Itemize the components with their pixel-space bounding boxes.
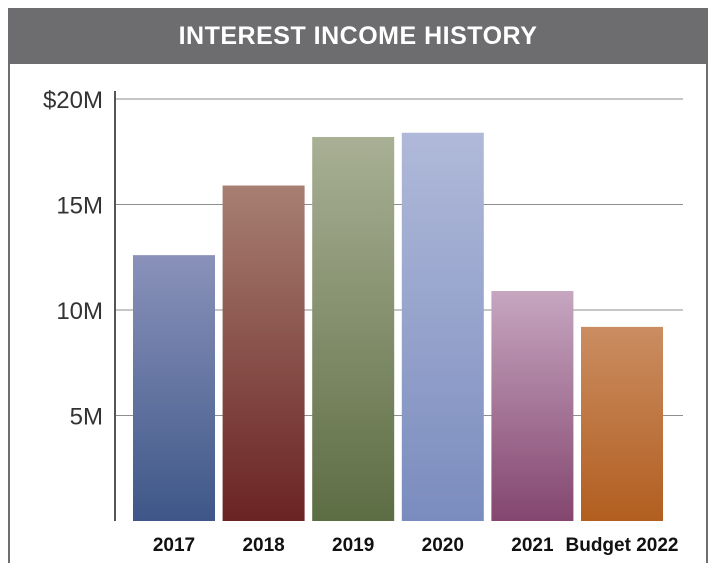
x-tick-label: 2018 [242, 535, 284, 556]
bar-2017 [133, 255, 215, 521]
bar-2018 [222, 185, 305, 521]
y-tick-label: 15M [56, 193, 103, 220]
bar-2021 [491, 291, 574, 521]
x-tick-label: Budget 2022 [566, 535, 679, 556]
y-tick-label: 5M [70, 404, 103, 431]
chart-header: INTEREST INCOME HISTORY [8, 8, 708, 64]
x-tick-label: 2019 [332, 535, 374, 556]
chart-title: INTEREST INCOME HISTORY [178, 21, 538, 50]
bars [133, 132, 663, 522]
y-tick-label: 10M [56, 298, 103, 325]
x-tick-labels: 2017 2018 2019 2020 2021 Budget 2022 [153, 535, 679, 556]
bar-2020 [401, 132, 484, 521]
y-tick-label: $20M [43, 87, 103, 114]
y-tick-labels: 5M 10M 15M $20M [43, 87, 103, 431]
bar-budget-2022 [581, 326, 663, 521]
bar-2019 [312, 136, 395, 522]
x-tick-label: 2021 [511, 535, 554, 556]
x-tick-label: 2020 [422, 535, 464, 556]
x-tick-label: 2017 [153, 535, 195, 556]
